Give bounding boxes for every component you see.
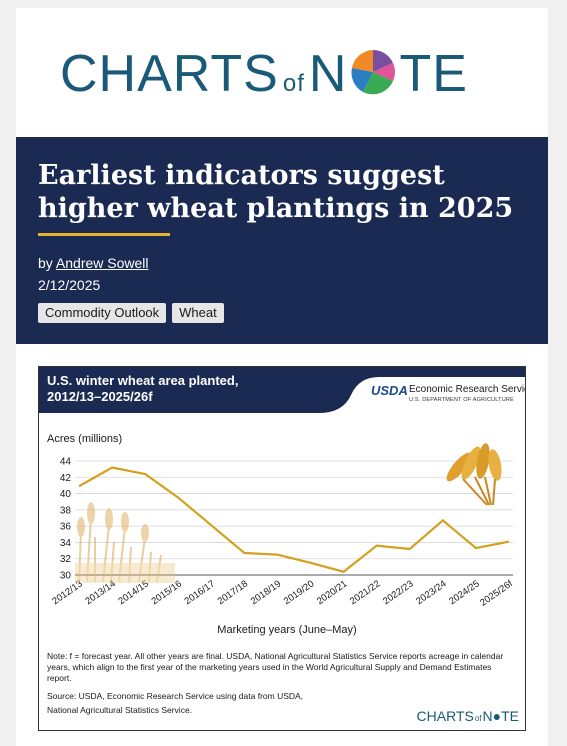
publish-date: 2/12/2025 (38, 277, 101, 293)
logo-word-charts: CHARTS (60, 45, 279, 103)
x-tick-label: 2022/23 (381, 578, 415, 607)
wheat-bundle-icon (446, 443, 502, 506)
y-tick-labels: 30 32 34 36 38 40 42 44 (60, 457, 72, 582)
author-link[interactable]: Andrew Sowell (55, 255, 149, 271)
x-tick-label: 2024/25 (447, 578, 481, 607)
wheat-field-decoration (75, 502, 175, 583)
x-tick-label: 2025/26f (478, 578, 515, 608)
article-hero: Earliest indicators suggest higher wheat… (16, 137, 548, 344)
y-tick-label: 32 (60, 554, 72, 565)
article-headline: Earliest indicators suggest higher wheat… (38, 160, 514, 224)
tag-wheat[interactable]: Wheat (172, 303, 224, 323)
ers-label: Economic Research Service (409, 384, 526, 395)
site-header: CHARTS ofN TE (16, 8, 548, 137)
x-tick-label: 2020/21 (315, 578, 349, 607)
usda-dept-label: U.S. DEPARTMENT OF AGRICULTURE (409, 397, 514, 403)
pie-chart-icon (351, 50, 396, 95)
x-tick-label: 2021/22 (348, 578, 382, 607)
y-tick-label: 30 (60, 571, 72, 582)
chart-title-line1: U.S. winter wheat area planted, (47, 373, 239, 388)
tag-list: Commodity Outlook Wheat (38, 303, 224, 323)
tag-commodity-outlook[interactable]: Commodity Outlook (38, 303, 167, 323)
chart-grid (75, 460, 513, 576)
x-axis-label: Marketing years (June–May) (217, 624, 356, 636)
chart-title-line2: 2012/13–2025/26f (47, 389, 153, 404)
chart-header: U.S. winter wheat area planted, 2012/13–… (39, 367, 525, 413)
y-tick-label: 36 (60, 522, 72, 533)
y-tick-label: 40 (60, 489, 72, 500)
headline-underline (38, 233, 170, 236)
footer-logo-charts: CHARTS (416, 708, 474, 724)
y-tick-label: 38 (60, 505, 72, 516)
x-tick-label: 2023/24 (414, 578, 448, 607)
footer-logo-note: N●TE (482, 708, 519, 724)
logo-word-of: of (282, 70, 305, 97)
series-line (78, 466, 510, 573)
chart-title: U.S. winter wheat area planted, 2012/13–… (47, 373, 317, 405)
x-tick-label: 2019/20 (282, 578, 316, 607)
chart-footer-logo: CHARTSofN●TE (417, 708, 519, 724)
x-tick-label: 2016/17 (183, 578, 217, 607)
y-tick-label: 42 (60, 473, 72, 484)
logo-letter-n: N (308, 45, 348, 103)
site-logo[interactable]: CHARTS ofN TE (60, 44, 468, 114)
y-axis-label: Acres (millions) (47, 433, 122, 445)
logo-word-te: TE (399, 45, 468, 103)
chart-source: Source: USDA, Economic Research Service … (47, 689, 347, 717)
source-line2: National Agricultural Statistics Service… (47, 705, 193, 715)
y-tick-label: 34 (60, 538, 72, 549)
chart-image: 30 32 34 36 38 40 42 44 2012/13 2013/14 2014/15 20… (38, 366, 526, 731)
chart-header-band (39, 367, 525, 413)
chart-note: Note: f = forecast year. All other years… (47, 651, 504, 683)
article-card: CHARTS ofN TE Earliest indicators suggest… (16, 8, 548, 746)
x-tick-label: 2018/19 (249, 578, 283, 607)
y-tick-label: 44 (60, 457, 72, 468)
byline-prefix: by (38, 255, 53, 271)
source-line1: Source: USDA, Economic Research Service … (47, 691, 304, 701)
footer-logo-of: of (474, 714, 482, 723)
byline: by Andrew Sowell (38, 255, 149, 271)
x-tick-label: 2017/18 (216, 578, 250, 607)
usda-logo: USDA Economic Research Service U.S. DEPA… (371, 383, 525, 413)
usda-mark: USDA (371, 383, 408, 398)
